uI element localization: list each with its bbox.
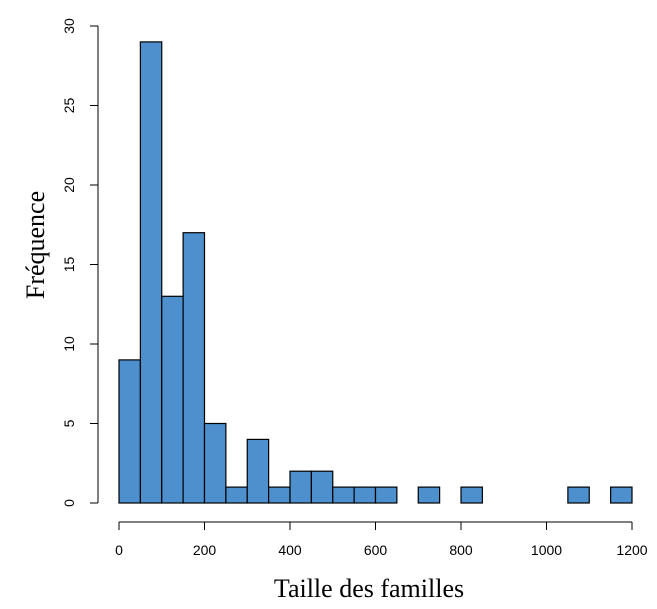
y-tick-label: 30 [61,18,77,34]
y-tick-label: 20 [61,177,77,193]
y-tick-label: 15 [61,257,77,273]
y-tick-label: 0 [61,499,77,507]
histogram-bar [374,486,398,504]
y-axis-title: Fréquence [21,191,50,299]
x-tick-label: 400 [278,542,302,558]
histogram-bar [417,486,441,504]
bars-group [118,41,633,504]
histogram-bar [567,486,590,504]
histogram-bar [118,359,141,504]
histogram-bar [268,486,291,504]
histogram-bar [289,470,312,504]
histogram-bar [246,438,270,504]
histogram-bar [460,486,483,504]
x-tick-label: 1000 [531,542,562,558]
histogram-bar [225,486,248,504]
y-tick-label: 10 [61,336,77,352]
x-axis: 0 200 400 600 800 1000 1200 [115,521,648,558]
histogram-bar [161,295,184,504]
x-tick-label: 200 [193,542,217,558]
x-tick-label: 800 [449,542,473,558]
x-tick-label: 600 [364,542,388,558]
histogram-bar [310,470,334,504]
histogram-bar [353,486,377,504]
y-tick-label: 5 [61,419,77,427]
histogram-bar [139,41,163,504]
histogram-bar [332,486,355,504]
histogram-bar [203,422,227,504]
histogram-bar [610,486,633,504]
histogram-bar [182,232,206,504]
x-axis-title: Taille des familles [274,574,464,603]
y-tick-label: 25 [61,98,77,114]
x-tick-label: 1200 [616,542,647,558]
y-axis: 0 5 10 15 20 25 30 [61,18,99,507]
x-tick-label: 0 [115,542,123,558]
